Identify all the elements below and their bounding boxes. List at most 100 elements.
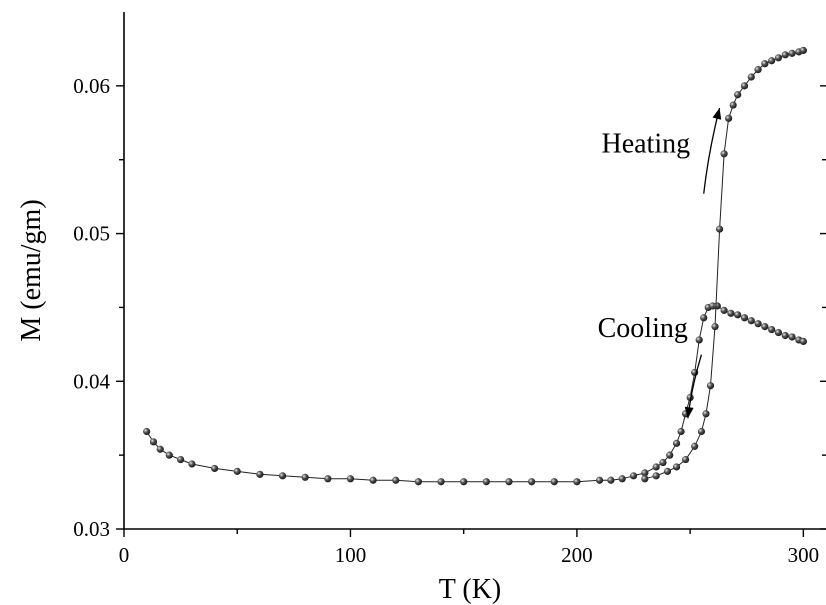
data-point [799, 337, 807, 346]
y-tick-label: 0.06 [73, 74, 110, 98]
y-tick-label: 0.03 [73, 517, 110, 541]
data-point [711, 323, 719, 331]
data-point [149, 438, 158, 446]
data-point [695, 336, 703, 344]
data-point [754, 320, 762, 328]
data-point [233, 467, 241, 475]
data-point [761, 60, 769, 68]
x-axis-label: T (K) [439, 574, 501, 605]
data-point [629, 472, 638, 480]
data-point [369, 476, 377, 484]
annotations: Heating Cooling [598, 128, 690, 344]
data-point [768, 57, 776, 65]
data-point [346, 475, 355, 483]
data-point [727, 309, 735, 317]
arrow-head [684, 406, 694, 419]
data-point [156, 445, 164, 453]
data-point [781, 331, 789, 340]
data-point [720, 306, 728, 314]
data-point [734, 311, 742, 319]
data-point [729, 101, 737, 109]
data-point [774, 54, 783, 62]
data-point [641, 475, 649, 483]
data-point [754, 66, 762, 74]
data-point [550, 478, 558, 486]
data-point [761, 323, 769, 331]
data-point [740, 82, 749, 90]
data-point [799, 46, 807, 55]
data-point [788, 49, 796, 57]
data-point [682, 455, 690, 464]
data-point [677, 427, 685, 436]
data-point [702, 410, 710, 418]
data-series [143, 46, 807, 486]
data-point [573, 478, 581, 486]
x-tick-label: 100 [335, 543, 367, 567]
data-point [706, 382, 715, 390]
data-point [672, 463, 681, 471]
data-point [177, 455, 185, 464]
x-axis-ticks: 0 100 200 300 [119, 529, 819, 567]
data-point [715, 225, 724, 233]
data-point [641, 469, 649, 477]
data-point [256, 470, 264, 478]
y-axis-label: M (emu/gm) [16, 199, 47, 341]
data-point [740, 314, 749, 322]
series-line [146, 305, 713, 483]
annotation-cooling: Cooling [598, 313, 688, 344]
data-point [774, 328, 783, 337]
x-tick-label: 0 [119, 543, 130, 567]
series-1 [713, 302, 807, 346]
data-point [672, 439, 681, 447]
data-point [607, 476, 615, 484]
data-point [414, 478, 422, 486]
arrow [703, 107, 722, 194]
plot-frame [123, 12, 826, 530]
data-point [188, 460, 196, 468]
series-2 [641, 46, 807, 483]
data-point [460, 478, 468, 486]
data-point [143, 427, 151, 436]
y-tick-label: 0.04 [73, 369, 110, 393]
data-point [691, 442, 699, 450]
direction-arrows [684, 107, 722, 419]
data-point [437, 478, 445, 486]
x-tick-label: 200 [561, 543, 593, 567]
data-point [700, 314, 708, 322]
arrow-shaft [703, 107, 721, 194]
data-point [663, 467, 672, 475]
data-point [505, 478, 513, 486]
data-point [652, 463, 660, 471]
data-point [747, 317, 755, 325]
data-point [747, 73, 755, 81]
data-point [725, 114, 733, 122]
data-point [781, 51, 789, 59]
data-point [165, 451, 173, 459]
series-0 [143, 302, 717, 486]
data-point [618, 475, 626, 483]
data-point [324, 475, 332, 483]
data-point [659, 458, 667, 467]
annotation-heating: Heating [601, 128, 690, 159]
data-point [652, 472, 660, 480]
data-point [666, 451, 674, 459]
data-point [788, 333, 796, 341]
x-tick-label: 300 [788, 543, 820, 567]
arrow-head [712, 108, 722, 120]
data-point [595, 476, 604, 484]
y-tick-label: 0.05 [73, 222, 110, 246]
series-line [644, 49, 804, 480]
data-point [210, 464, 219, 473]
data-point [697, 427, 706, 436]
data-point [713, 302, 721, 310]
data-point [482, 478, 490, 486]
data-point [720, 150, 728, 158]
y-axis-ticks: 0.03 0.04 0.05 0.06 [73, 74, 826, 541]
arrow [684, 354, 703, 419]
data-point [734, 91, 742, 99]
data-point [392, 476, 400, 484]
data-point [528, 478, 536, 486]
data-point [768, 325, 776, 334]
data-point [278, 472, 287, 480]
